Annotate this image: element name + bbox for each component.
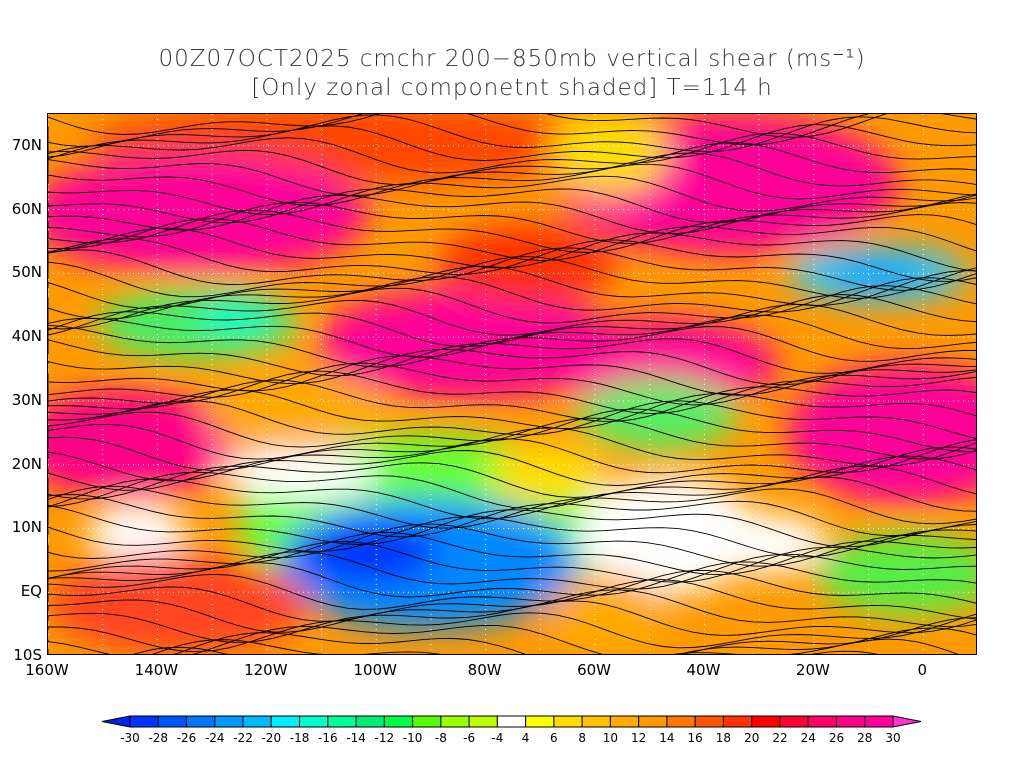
colorbar-tick-label: 24 bbox=[800, 731, 816, 745]
colorbar-swatch bbox=[468, 715, 498, 728]
figure-title: 00Z07OCT2025 cmchr 200−850mb vertical sh… bbox=[158, 46, 866, 72]
shear-region bbox=[298, 524, 438, 584]
colorbar-tick-label: 14 bbox=[659, 731, 675, 745]
colorbar-tick-label: 16 bbox=[687, 731, 703, 745]
lat-label: 10N bbox=[11, 518, 42, 537]
lon-label: 0 bbox=[917, 661, 928, 679]
streamlines bbox=[48, 114, 976, 654]
colorbar-swatch bbox=[129, 715, 159, 728]
lat-label: 20N bbox=[11, 454, 42, 473]
colorbar-tick-label: -6 bbox=[463, 731, 476, 745]
lat-label: 10S bbox=[13, 646, 42, 664]
lat-label: 60N bbox=[11, 199, 42, 218]
lon-label: 40W bbox=[686, 661, 721, 679]
colorbar-tick-label: 30 bbox=[885, 731, 901, 745]
shear-region bbox=[48, 389, 238, 499]
colorbar-swatch bbox=[694, 715, 724, 728]
colorbar-swatch bbox=[327, 715, 357, 728]
lat-label: EQ bbox=[20, 582, 42, 601]
colorbar-swatch bbox=[412, 715, 442, 728]
colorbar-tick-label: 28 bbox=[857, 731, 873, 745]
shear-region bbox=[438, 224, 618, 304]
colorbar-tick-label: -28 bbox=[148, 731, 169, 745]
colorbar-swatch bbox=[496, 715, 527, 728]
lon-label: 80W bbox=[467, 661, 502, 679]
lon-label: 60W bbox=[577, 661, 612, 679]
colorbar-swatch bbox=[638, 715, 668, 728]
colorbar-swatch bbox=[779, 715, 809, 728]
colorbar-tick-label: -16 bbox=[318, 731, 338, 745]
lat-label: 30N bbox=[11, 390, 42, 409]
colorbar-swatch bbox=[214, 715, 244, 728]
colorbar-swatch bbox=[581, 715, 611, 728]
colorbar-swatch bbox=[864, 715, 894, 728]
shear-region bbox=[828, 260, 928, 288]
lat-label: 40N bbox=[11, 327, 42, 346]
shaded-shear-field bbox=[48, 114, 976, 654]
colorbar-tick-label: -22 bbox=[233, 731, 253, 745]
colorbar-swatch bbox=[355, 715, 385, 728]
figure-subtitle: [Only zonal componetnt shaded] T=114 h bbox=[251, 75, 773, 101]
colorbar-swatch bbox=[186, 715, 216, 728]
lon-label: 120W bbox=[244, 661, 288, 679]
colorbar-swatch bbox=[525, 715, 555, 728]
shear-region bbox=[48, 554, 308, 654]
lat-label: 70N bbox=[11, 135, 42, 154]
colorbar-tick-label: 10 bbox=[602, 731, 619, 745]
colorbar-tick-label: -4 bbox=[491, 731, 504, 745]
colorbar-high-arrow bbox=[892, 715, 922, 728]
shear-region bbox=[818, 534, 976, 614]
colorbar-swatch bbox=[666, 715, 696, 728]
colorbar-low-arrow bbox=[101, 715, 131, 728]
lon-label: 100W bbox=[353, 661, 397, 679]
shear-region bbox=[578, 379, 738, 449]
colorbar-tick-label: -10 bbox=[402, 731, 423, 745]
colorbar-swatch bbox=[807, 715, 837, 728]
colorbar-tick-label: 6 bbox=[550, 731, 558, 745]
map-plot-area bbox=[47, 113, 977, 655]
colorbar-tick-label: -20 bbox=[261, 731, 282, 745]
colorbar-swatch bbox=[722, 715, 753, 728]
colorbar-tick-label: 12 bbox=[631, 731, 647, 745]
colorbar-tick-label: -26 bbox=[176, 731, 197, 745]
lon-label: 140W bbox=[134, 661, 179, 679]
colorbar-tick-label: 18 bbox=[715, 731, 732, 745]
colorbar-tick-label: -8 bbox=[434, 731, 447, 745]
shear-region bbox=[578, 474, 758, 594]
colorbar-tick-label: 26 bbox=[828, 731, 845, 745]
colorbar-tick-label: 20 bbox=[744, 731, 760, 745]
colorbar-swatch bbox=[440, 715, 470, 728]
colorbar-swatch bbox=[609, 715, 640, 728]
colorbar-swatch bbox=[383, 715, 414, 728]
shear-region bbox=[198, 294, 278, 334]
colorbar-tick-label: 22 bbox=[772, 731, 788, 745]
colorbar-swatch bbox=[270, 715, 301, 728]
colorbar-tick-label: 4 bbox=[521, 731, 530, 745]
shear-region bbox=[48, 154, 368, 274]
colorbar-swatch bbox=[835, 715, 866, 728]
colorbar-tick-label: 8 bbox=[578, 731, 586, 745]
lat-label: 50N bbox=[11, 263, 42, 282]
shear-region bbox=[88, 504, 188, 564]
colorbar-swatch bbox=[553, 715, 583, 728]
shear-region bbox=[708, 514, 828, 574]
colorbar-tick-label: -24 bbox=[204, 731, 225, 745]
lon-label: 20W bbox=[795, 661, 830, 679]
colorbar-swatch bbox=[157, 715, 188, 728]
colorbar-swatch bbox=[751, 715, 781, 728]
colorbar-tick-label: -18 bbox=[289, 731, 310, 745]
colorbar-swatch bbox=[299, 715, 329, 728]
lon-label: 160W bbox=[25, 661, 69, 679]
colorbar-tick-label: -14 bbox=[346, 731, 366, 745]
shear-region bbox=[488, 444, 608, 504]
colorbar-swatch bbox=[242, 715, 272, 728]
colorbar-tick-label: -12 bbox=[374, 731, 395, 745]
colorbar-tick-label: -30 bbox=[120, 731, 140, 745]
